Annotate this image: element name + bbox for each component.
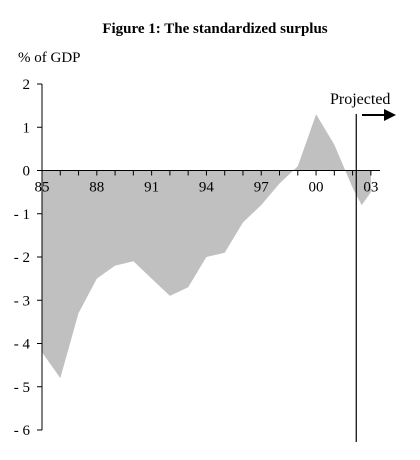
y-tick-label: 0 [23,164,31,180]
y-tick-label: - 4 [14,337,31,353]
x-tick-label: 00 [309,180,324,196]
x-tick-label: 97 [254,180,270,196]
chart-title: Figure 1: The standardized surplus [102,21,327,37]
y-tick-label: - 6 [14,423,31,439]
y-tick-label: - 3 [14,293,30,309]
surplus-area [42,114,371,379]
y-tick-label: - 5 [14,380,30,396]
projected-label: Projected [330,91,390,108]
y-tick-label: - 1 [14,207,30,223]
plot-area: 2 1 0 - 1 - 2 - 3 - 4 - 5 - 6 85 88 91 94 97 00 03 [14,77,396,442]
y-axis-unit-label: % of GDP [18,50,81,66]
projected-arrow-head [384,109,396,121]
x-tick-label: 94 [199,180,215,196]
x-tick-label: 88 [89,180,104,196]
y-tick-label: 2 [23,77,31,93]
x-tick-label: 03 [363,180,378,196]
y-tick-label: 1 [23,120,31,136]
y-tick-label: - 2 [14,250,30,266]
x-tick-label: 85 [35,180,50,196]
x-tick-label: 91 [144,180,159,196]
